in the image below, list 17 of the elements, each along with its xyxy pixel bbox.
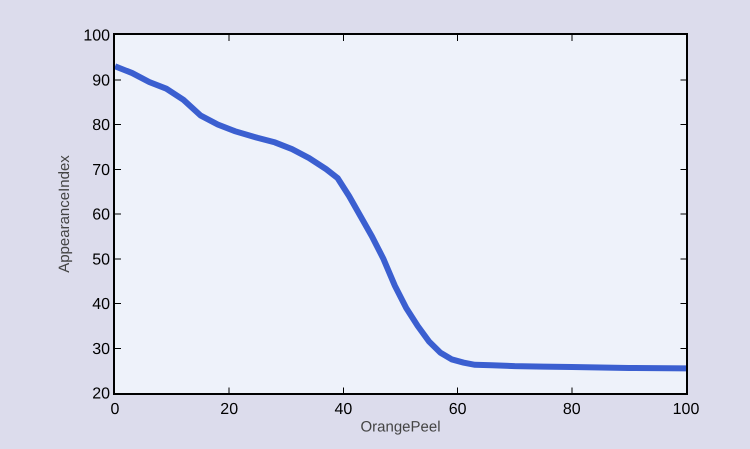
x-tick-label: 40 — [334, 400, 352, 418]
y-tick-label: 30 — [92, 340, 110, 358]
x-tick-label: 60 — [448, 400, 467, 418]
y-tick-label: 20 — [92, 386, 110, 403]
y-tick-label: 80 — [92, 117, 110, 134]
y-axis-title: AppearanceIndex — [56, 154, 74, 273]
x-tick-label: 100 — [672, 400, 700, 418]
x-tick-label: 0 — [110, 400, 120, 418]
y-tick-label: 60 — [92, 206, 110, 224]
y-tick-label: 90 — [92, 72, 110, 90]
y-tick-label: 100 — [83, 28, 110, 45]
y-tick-label: 70 — [92, 162, 110, 179]
x-tick-label: 20 — [220, 400, 238, 418]
x-axis-title: OrangePeel — [360, 418, 441, 436]
x-tick-label: 80 — [562, 400, 581, 418]
y-tick-label: 40 — [92, 296, 110, 314]
y-tick-label: 50 — [92, 251, 110, 268]
